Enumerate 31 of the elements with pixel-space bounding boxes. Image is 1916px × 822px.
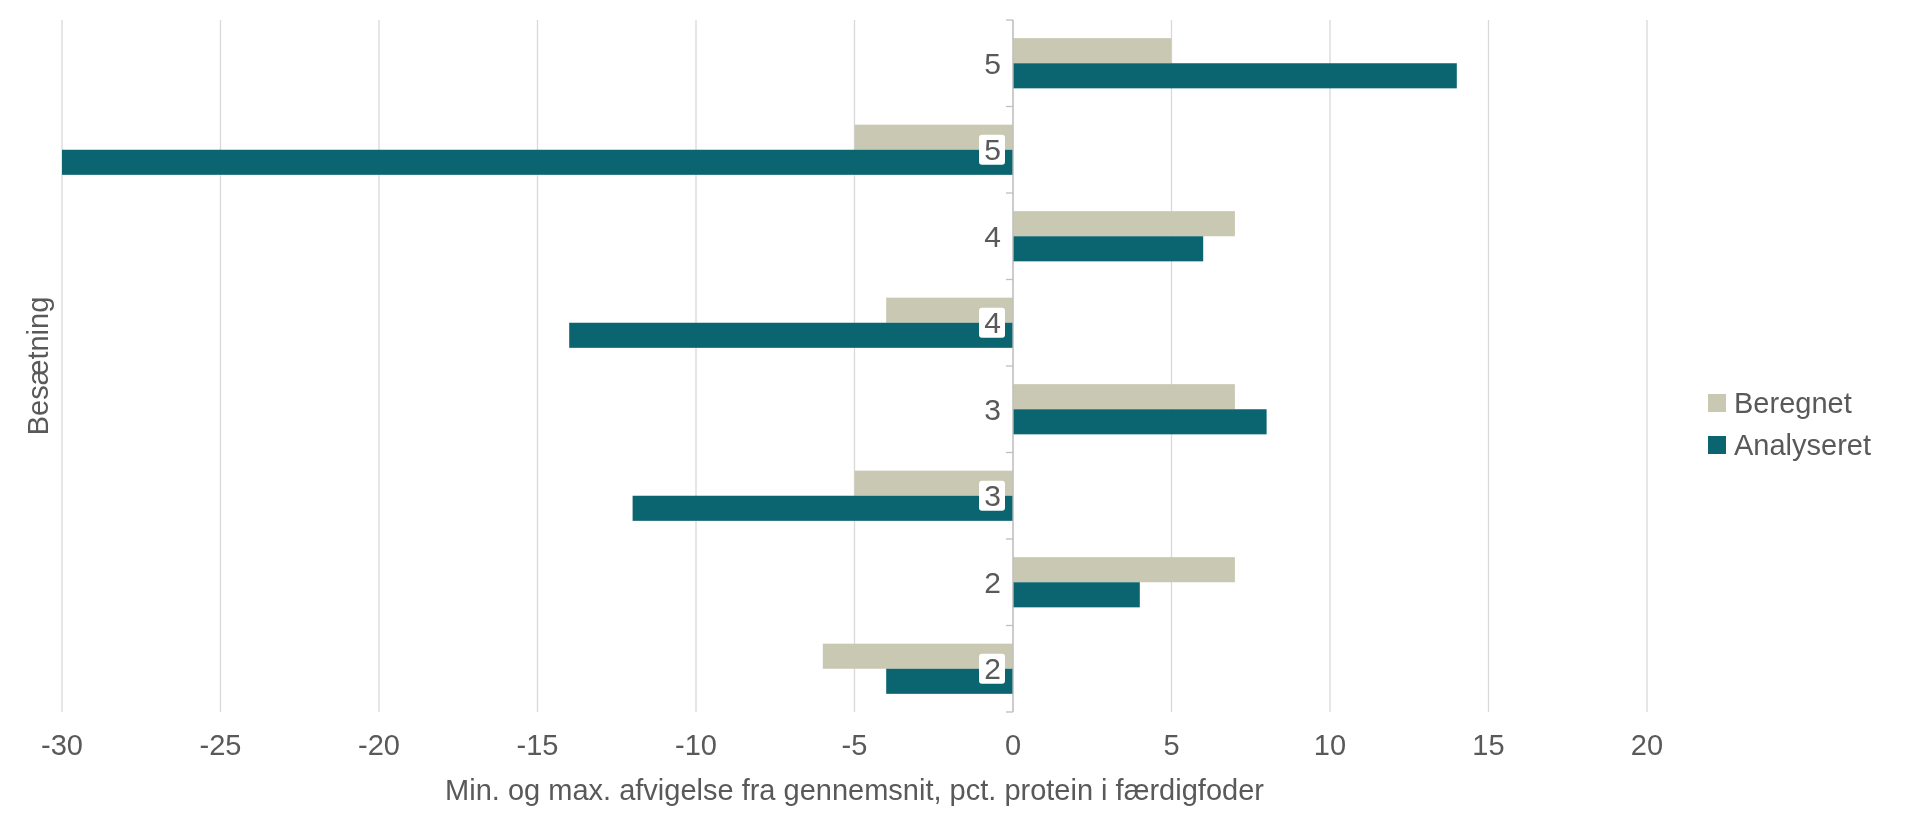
y-tick-label: 3 bbox=[984, 479, 1001, 513]
y-axis-title: Besætning bbox=[22, 296, 54, 436]
y-tick-label: 2 bbox=[984, 652, 1001, 686]
legend-label: Analyseret bbox=[1734, 429, 1872, 461]
y-tick-label: 5 bbox=[984, 46, 1001, 80]
y-tick-label: 4 bbox=[984, 306, 1001, 340]
y-tick-label: 5 bbox=[984, 133, 1001, 167]
x-tick-label: -15 bbox=[516, 729, 559, 761]
x-tick-label: 10 bbox=[1313, 729, 1347, 761]
y-tick-label: 2 bbox=[984, 565, 1001, 599]
bar bbox=[1013, 236, 1204, 262]
x-tick-label: -20 bbox=[358, 729, 400, 761]
x-tick-label: 20 bbox=[1630, 729, 1664, 761]
x-tick-label: 15 bbox=[1472, 729, 1505, 761]
bar bbox=[1013, 38, 1172, 64]
bar bbox=[1013, 211, 1235, 237]
y-tick-label: 3 bbox=[984, 392, 1001, 426]
x-tick-label: -10 bbox=[675, 729, 717, 761]
bar bbox=[1013, 582, 1140, 608]
bar bbox=[1013, 557, 1235, 583]
x-tick-label: -25 bbox=[199, 729, 242, 761]
x-tick-label: 5 bbox=[1163, 729, 1180, 761]
x-tick-label: -5 bbox=[841, 729, 868, 761]
legend-label: Beregnet bbox=[1734, 387, 1852, 419]
x-tick-label: 0 bbox=[1004, 729, 1022, 761]
y-tick-label: 4 bbox=[984, 219, 1001, 253]
x-axis-title: Min. og max. afvigelse fra gennemsnit, pct. protein i færdigfoder bbox=[445, 774, 1265, 806]
bar bbox=[1013, 409, 1267, 435]
bar bbox=[1013, 384, 1235, 410]
bar bbox=[1013, 63, 1457, 89]
x-tick-label: -30 bbox=[41, 729, 83, 761]
